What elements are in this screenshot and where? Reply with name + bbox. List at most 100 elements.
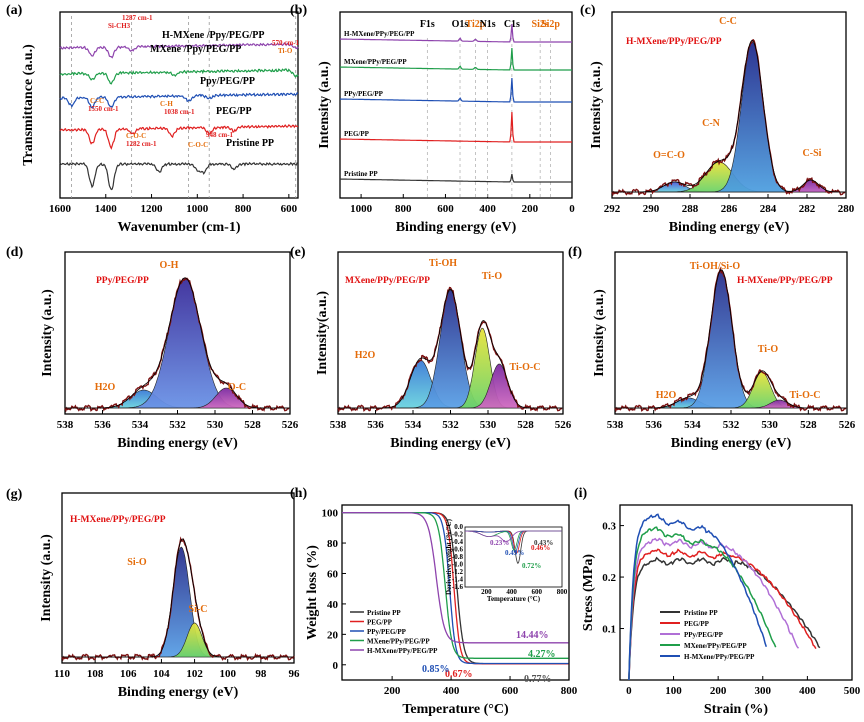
panel-f-x-tick-label: 536 — [645, 419, 662, 431]
panel-a-annotation: C=C — [90, 97, 104, 105]
panel-b-series-line — [339, 47, 572, 71]
panel-f-peak-label: Ti-OH/Si-O — [690, 261, 741, 272]
panel-b-y-label: Intensity (a.u.) — [317, 61, 332, 149]
panel-e-peak-label: Ti-OH — [429, 258, 457, 269]
panel-h-x-tick-label: 400 — [443, 685, 460, 697]
panel-h-inset-peak-label: 0.49% — [505, 549, 524, 557]
panel-g-x-tick-label: 106 — [120, 668, 137, 680]
panel-c-x-tick-label: 280 — [838, 203, 855, 215]
panel-i-series-line — [628, 513, 768, 681]
panel-b-peak-label: Ti2p — [465, 19, 485, 30]
panel-d-x-tick-label: 536 — [94, 419, 111, 431]
panel-h-inset-x-ticks: 200 400 600 800 — [481, 588, 568, 596]
panel-h-x-tick-label: 600 — [502, 685, 519, 697]
panel-h-inset-y-ticks: 0.0-0.2-0.4-0.6-0.8-1.0-1.2-1.4-1.6 — [452, 523, 464, 591]
panel-i-legend-label: MXene/PPy/PEG/PP — [684, 642, 747, 650]
panel-h-legend-label: Pristine PP — [367, 609, 401, 617]
panel-d-y-label: Intensity (a.u.) — [40, 289, 55, 377]
panel-h-x-label: Temperature (°C) — [402, 702, 509, 717]
panel-b-peak-label: Si2p — [541, 19, 560, 30]
panel-h-inset-x-tick-label: 400 — [506, 588, 517, 596]
panel-a-series-label: Pristine PP — [226, 138, 274, 149]
panel-g-title: H-MXene/PPy/PEG/PP — [70, 515, 166, 525]
panel-f-title: H-MXene/PPy/PEG/PP — [737, 276, 833, 286]
panel-f-peak-label: Ti-O — [758, 344, 779, 355]
panel-i-series-line — [628, 556, 821, 681]
panel-a-annotation: C-H — [160, 100, 173, 108]
panel-e-peak-label: Ti-O — [482, 271, 503, 282]
panel-d-title: PPy/PEG/PP — [96, 276, 149, 286]
panel-a-series-label: MXene /Ppy/PEG/PP — [150, 44, 241, 55]
panel-b-x-tick-label: 400 — [479, 203, 496, 215]
panel-h-frame — [341, 504, 570, 681]
panel-g-fit-component — [62, 546, 294, 658]
panel-a-annotation: C-O-C — [188, 141, 208, 149]
panel-h-series-line — [342, 511, 569, 644]
panel-f-x-tick-label: 526 — [839, 419, 856, 431]
panel-h-inset-peak-label: 0.23% — [490, 539, 509, 547]
panel-g-letter: (g) — [6, 487, 23, 502]
panel-b-x-tick-label: 800 — [395, 203, 412, 215]
panel-d-peak-label: H2O — [95, 382, 116, 393]
panel-h-y-tick-label: 0 — [333, 660, 339, 672]
panel-i-legend-label: PEG/PP — [684, 620, 710, 628]
panel-h-x-tick-label: 200 — [384, 685, 401, 697]
panel-h-legend-label: MXene/PPy/PEG/PP — [367, 638, 430, 646]
panel-i-x-ticks: 0 100 200 300 400 500 — [626, 676, 861, 697]
panel-i-y-label: Stress (MPa) — [581, 554, 596, 631]
panel-d-envelope-line — [65, 277, 290, 409]
panel-i-letter: (i) — [574, 486, 588, 501]
panel-e-x-tick-label: 532 — [442, 419, 459, 431]
panel-b-series-label: Pristine PP — [344, 170, 378, 178]
panel-h-residue-label: 0.85% — [422, 664, 450, 675]
panel-h-inset-frame — [464, 526, 563, 588]
panel-h-letter: (h) — [290, 486, 307, 501]
panel-c-x-ticks: 292 290 288 286 284 282 280 — [604, 194, 855, 215]
panel-g-peak-label: Si-O — [127, 557, 147, 568]
panel-b-x-tick-label: 0 — [569, 203, 575, 215]
panel-i-y-ticks: 0.1 0.2 0.3 — [602, 521, 624, 636]
panel-c-x-tick-label: 282 — [799, 203, 816, 215]
panel-d-x-tick-label: 538 — [57, 419, 74, 431]
panel-a-x-tick-label: 1600 — [49, 203, 72, 215]
panel-a-x-label: Wavenumber (cm-1) — [118, 220, 241, 235]
panel-b-x-ticks: 1000 800 600 400 200 0 — [350, 194, 575, 215]
panel-a-x-tick-label: 600 — [281, 203, 298, 215]
panel-h-legend-label: PPy/PEG/PP — [367, 628, 407, 636]
panel-d-letter: (d) — [6, 245, 23, 260]
panel-h-y-tick-label: 100 — [322, 508, 339, 520]
panel-g-frame — [61, 492, 295, 664]
panel-a-x-tick-label: 1000 — [186, 203, 209, 215]
panel-e-x-tick-label: 534 — [405, 419, 422, 431]
panel-h-residue-label: 0.67% — [445, 669, 473, 680]
panel-f-x-tick-label: 528 — [800, 419, 817, 431]
panel-d-x-label: Binding energy (eV) — [117, 436, 238, 451]
panel-h-inset-y-tick-label: -0.4 — [452, 538, 464, 546]
panel-h-legend-label: H-MXene/PPy/PEG/PP — [367, 647, 438, 655]
panel-f-x-tick-label: 532 — [723, 419, 740, 431]
panel-d-x-tick-label: 530 — [207, 419, 224, 431]
panel-f-fit-component — [615, 269, 847, 409]
panel-g-x-tick-label: 104 — [153, 668, 170, 680]
panel-d-x-tick-label: 534 — [132, 419, 149, 431]
panel-a-y-label: Transmittance (a.u.) — [21, 44, 36, 166]
panel-b-series-line — [339, 77, 572, 103]
panel-h-inset-y-tick-label: -0.2 — [452, 531, 464, 539]
panel-h-inset-y-tick-label: -0.8 — [452, 553, 464, 561]
panel-i-y-tick-label: 0.3 — [602, 521, 616, 533]
panel-c-peak-label: C-Si — [803, 148, 822, 159]
panel-i-x-tick-label: 200 — [710, 685, 727, 697]
panel-f-x-ticks: 538 536 534 532 530 528 526 — [607, 410, 856, 431]
panel-a-series-line — [59, 68, 299, 85]
panel-h-y-label: Weight loss (%) — [305, 545, 320, 640]
panel-i-legend-label: PPy/PEG/PP — [684, 631, 724, 639]
panel-h-y-tick-label: 60 — [327, 568, 339, 580]
panel-g-x-tick-label: 102 — [186, 668, 203, 680]
panel-a-x-tick-label: 1400 — [95, 203, 118, 215]
panel-c-x-tick-label: 292 — [604, 203, 621, 215]
panel-i-series-line — [628, 526, 777, 681]
panel-g-y-label: Intensity (a.u.) — [39, 534, 54, 622]
panel-h-inset-x-tick-label: 800 — [557, 588, 568, 596]
panel-c-x-tick-label: 290 — [643, 203, 660, 215]
